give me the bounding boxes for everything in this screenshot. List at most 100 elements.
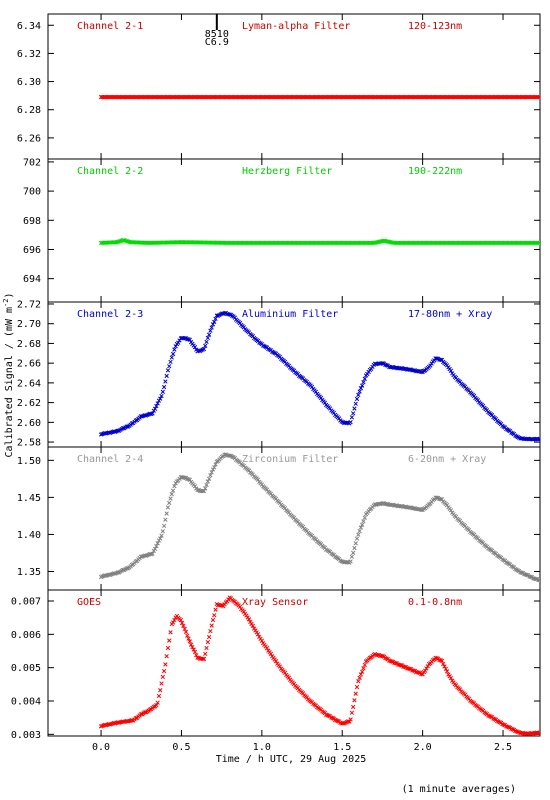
panel-band-label: 0.1-0.8nm — [408, 597, 462, 608]
data-point — [358, 672, 364, 677]
data-point — [442, 664, 447, 669]
data-point — [362, 376, 367, 381]
data-point — [163, 517, 168, 522]
data-point — [227, 453, 232, 458]
panel-band-label: 17-80nm + Xray — [408, 309, 492, 320]
data-point — [353, 401, 358, 406]
data-point — [357, 389, 362, 394]
panel-1: 6.26 6.28 6.30 6.32 6.34 Channel 2-1 Lyman-alp… — [17, 13, 541, 160]
data-point — [201, 488, 207, 494]
data-point — [201, 346, 207, 352]
data-point — [360, 669, 365, 674]
y-tick-label: 6.28 — [17, 105, 41, 116]
data-series — [98, 94, 540, 100]
panel-channel-label: Channel 2-3 — [77, 309, 143, 320]
panel-filter-label: Zirconium Filter — [242, 454, 338, 465]
data-point — [154, 403, 159, 409]
x-tick-label: 2.0 — [414, 742, 432, 753]
data-point — [172, 617, 177, 623]
data-point — [537, 240, 540, 246]
data-point — [168, 496, 173, 501]
data-point — [187, 639, 192, 644]
x-tick-label: 1.5 — [333, 742, 351, 753]
y-tick-label: 0.003 — [11, 730, 41, 741]
data-point — [361, 519, 366, 524]
data-series — [98, 238, 540, 246]
data-point — [356, 532, 361, 537]
panel-filter-label: Xray Sensor — [242, 597, 308, 608]
y-tick-label: 2.60 — [17, 418, 41, 429]
data-point — [160, 529, 165, 534]
data-point — [356, 392, 361, 398]
data-point — [161, 668, 167, 674]
data-point — [360, 522, 365, 527]
data-point — [402, 664, 407, 670]
data-point — [351, 704, 356, 710]
data-point — [439, 497, 445, 502]
data-point — [176, 340, 181, 345]
data-point — [424, 666, 429, 671]
flare-marker-class: C6.9 — [205, 37, 229, 48]
data-point — [147, 707, 153, 712]
data-point — [212, 465, 217, 470]
data-point — [208, 473, 213, 478]
data-point — [203, 651, 208, 657]
data-point — [537, 578, 540, 583]
data-point — [150, 411, 155, 416]
data-point — [441, 661, 446, 667]
data-point — [138, 712, 144, 717]
y-tick-label: 2.72 — [17, 299, 41, 310]
data-series — [98, 310, 540, 442]
panel-frame — [47, 301, 541, 448]
y-tick-label: 6.32 — [17, 49, 41, 60]
data-point — [353, 541, 358, 546]
data-series — [98, 452, 540, 583]
data-point — [155, 401, 160, 406]
data-point — [213, 607, 218, 612]
panel-filter-label: Lyman-alpha Filter — [242, 21, 350, 32]
data-point — [165, 368, 171, 373]
data-point — [444, 503, 450, 508]
data-point — [524, 572, 529, 578]
panel-frame — [47, 589, 541, 737]
data-point — [351, 550, 356, 555]
data-point — [313, 389, 319, 394]
panel-frame — [47, 13, 541, 160]
data-point — [201, 656, 207, 662]
y-tick-label: 2.62 — [17, 398, 41, 409]
data-point — [195, 487, 200, 493]
data-point — [352, 406, 357, 411]
data-point — [273, 659, 279, 664]
data-point — [434, 495, 439, 500]
data-point — [172, 347, 177, 352]
data-point — [357, 528, 362, 534]
y-tick-label: 702 — [23, 157, 41, 168]
data-point — [354, 536, 360, 541]
data-point — [357, 675, 362, 680]
data-point — [206, 634, 212, 640]
data-point — [164, 654, 169, 659]
data-point — [168, 630, 173, 635]
panel-channel-label: Channel 2-1 — [77, 21, 143, 32]
data-point — [209, 470, 214, 475]
data-point — [519, 570, 524, 575]
data-point — [170, 620, 176, 625]
data-point — [255, 632, 261, 637]
data-point — [212, 319, 217, 325]
data-point — [423, 668, 428, 673]
y-tick-label: 0.004 — [11, 697, 41, 708]
panel-channel-label: GOES — [77, 597, 101, 608]
data-point — [237, 604, 243, 609]
x-tick-label: 0.5 — [172, 742, 190, 753]
data-point — [353, 691, 358, 696]
data-point — [156, 693, 162, 699]
data-point — [268, 651, 274, 656]
data-point — [536, 240, 540, 246]
data-point — [182, 336, 187, 341]
flare-marker-region: 8510 — [205, 29, 229, 40]
data-point — [206, 476, 212, 481]
data-point — [210, 467, 216, 472]
data-point — [209, 623, 214, 628]
data-point — [354, 396, 360, 402]
data-point — [187, 477, 192, 482]
